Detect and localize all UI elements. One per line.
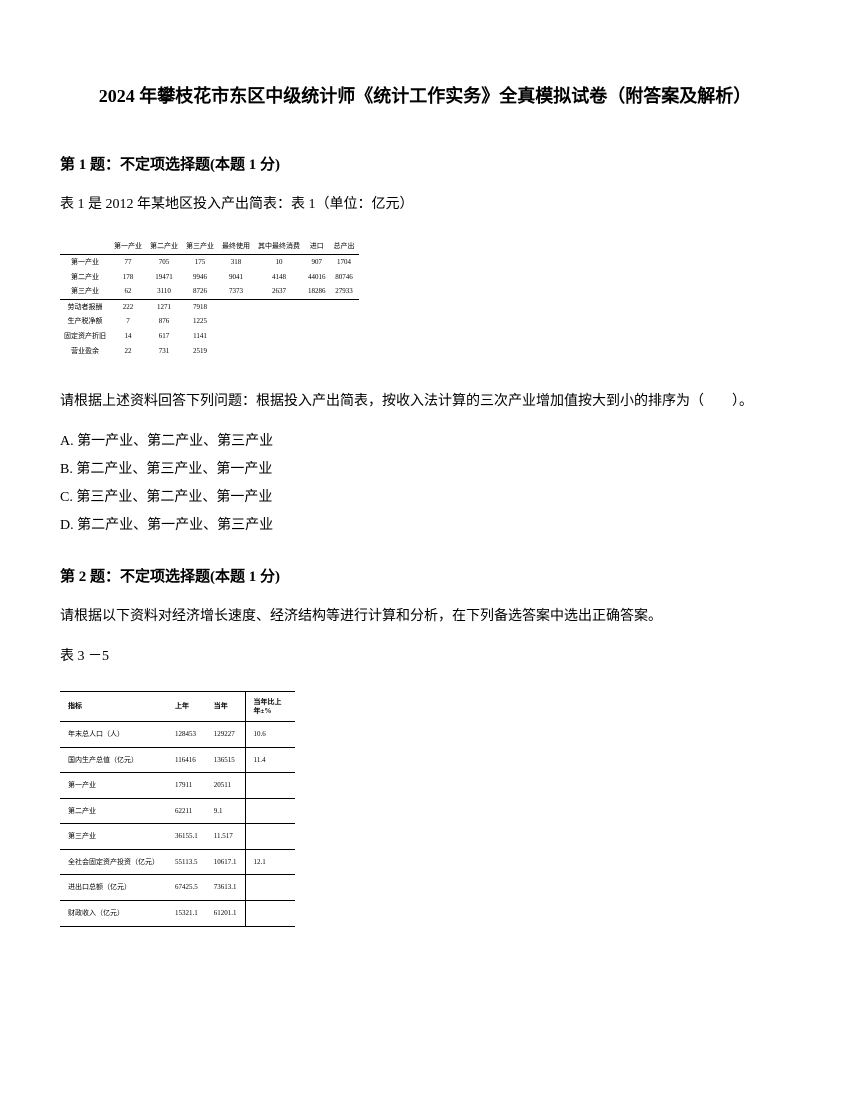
q1-table: 第一产业 第二产业 第三产业 最终使用 其中最终消费 进口 总产出 第一产业77… [60, 239, 359, 358]
q1-question: 请根据上述资料回答下列问题：根据投入产出简表，按收入法计算的三次产业增加值按大到… [60, 388, 790, 416]
q1-option-d: D. 第二产业、第一产业、第三产业 [60, 512, 790, 540]
page-title: 2024 年攀枝花市东区中级统计师《统计工作实务》全真模拟试卷（附答案及解析） [60, 80, 790, 112]
q2-header: 第 2 题：不定项选择题(本题 1 分) [60, 564, 790, 591]
q1-options: A. 第一产业、第二产业、第三产业 B. 第二产业、第三产业、第一产业 C. 第… [60, 428, 790, 540]
q1-intro: 表 1 是 2012 年某地区投入产出简表：表 1（单位：亿元） [60, 191, 790, 219]
q1-option-a: A. 第一产业、第二产业、第三产业 [60, 428, 790, 456]
q2-intro: 请根据以下资料对经济增长速度、经济结构等进行计算和分析，在下列备选答案中选出正确… [60, 603, 790, 631]
q1-option-c: C. 第三产业、第二产业、第一产业 [60, 484, 790, 512]
q2-table: 指标 上年 当年 当年比上年±% 年末总人口（人）12845312922710.… [60, 691, 295, 927]
q2-subcaption: 表 3 －5 [60, 643, 790, 671]
q1-option-b: B. 第二产业、第三产业、第一产业 [60, 456, 790, 484]
q1-header: 第 1 题：不定项选择题(本题 1 分) [60, 152, 790, 179]
